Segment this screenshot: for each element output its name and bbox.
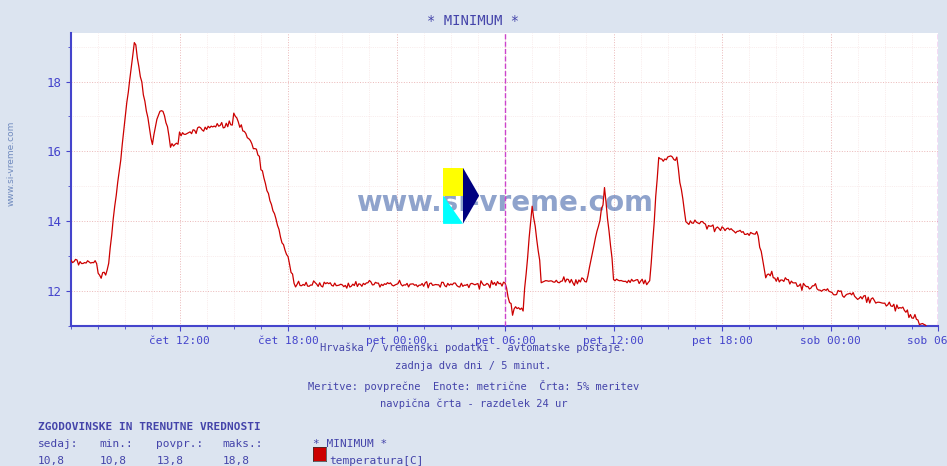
Bar bbox=[443, 168, 463, 196]
Text: povpr.:: povpr.: bbox=[156, 439, 204, 449]
Text: 10,8: 10,8 bbox=[38, 456, 65, 466]
Text: www.si-vreme.com: www.si-vreme.com bbox=[7, 120, 16, 206]
Text: temperatura[C]: temperatura[C] bbox=[330, 456, 424, 466]
Text: 18,8: 18,8 bbox=[223, 456, 250, 466]
Polygon shape bbox=[463, 168, 479, 224]
Polygon shape bbox=[443, 196, 463, 224]
Text: * MINIMUM *: * MINIMUM * bbox=[427, 14, 520, 28]
Text: ZGODOVINSKE IN TRENUTNE VREDNOSTI: ZGODOVINSKE IN TRENUTNE VREDNOSTI bbox=[38, 422, 260, 432]
Text: * MINIMUM *: * MINIMUM * bbox=[313, 439, 386, 449]
Text: navpična črta - razdelek 24 ur: navpična črta - razdelek 24 ur bbox=[380, 398, 567, 409]
Text: min.:: min.: bbox=[99, 439, 134, 449]
Text: 13,8: 13,8 bbox=[156, 456, 184, 466]
Text: maks.:: maks.: bbox=[223, 439, 263, 449]
Text: Hrvaška / vremenski podatki - avtomatske postaje.: Hrvaška / vremenski podatki - avtomatske… bbox=[320, 343, 627, 353]
Text: Meritve: povprečne  Enote: metrične  Črta: 5% meritev: Meritve: povprečne Enote: metrične Črta:… bbox=[308, 380, 639, 392]
Text: zadnja dva dni / 5 minut.: zadnja dva dni / 5 minut. bbox=[396, 361, 551, 371]
Polygon shape bbox=[443, 168, 461, 196]
Text: 10,8: 10,8 bbox=[99, 456, 127, 466]
Text: sedaj:: sedaj: bbox=[38, 439, 79, 449]
Polygon shape bbox=[443, 196, 461, 224]
Text: www.si-vreme.com: www.si-vreme.com bbox=[356, 189, 652, 217]
